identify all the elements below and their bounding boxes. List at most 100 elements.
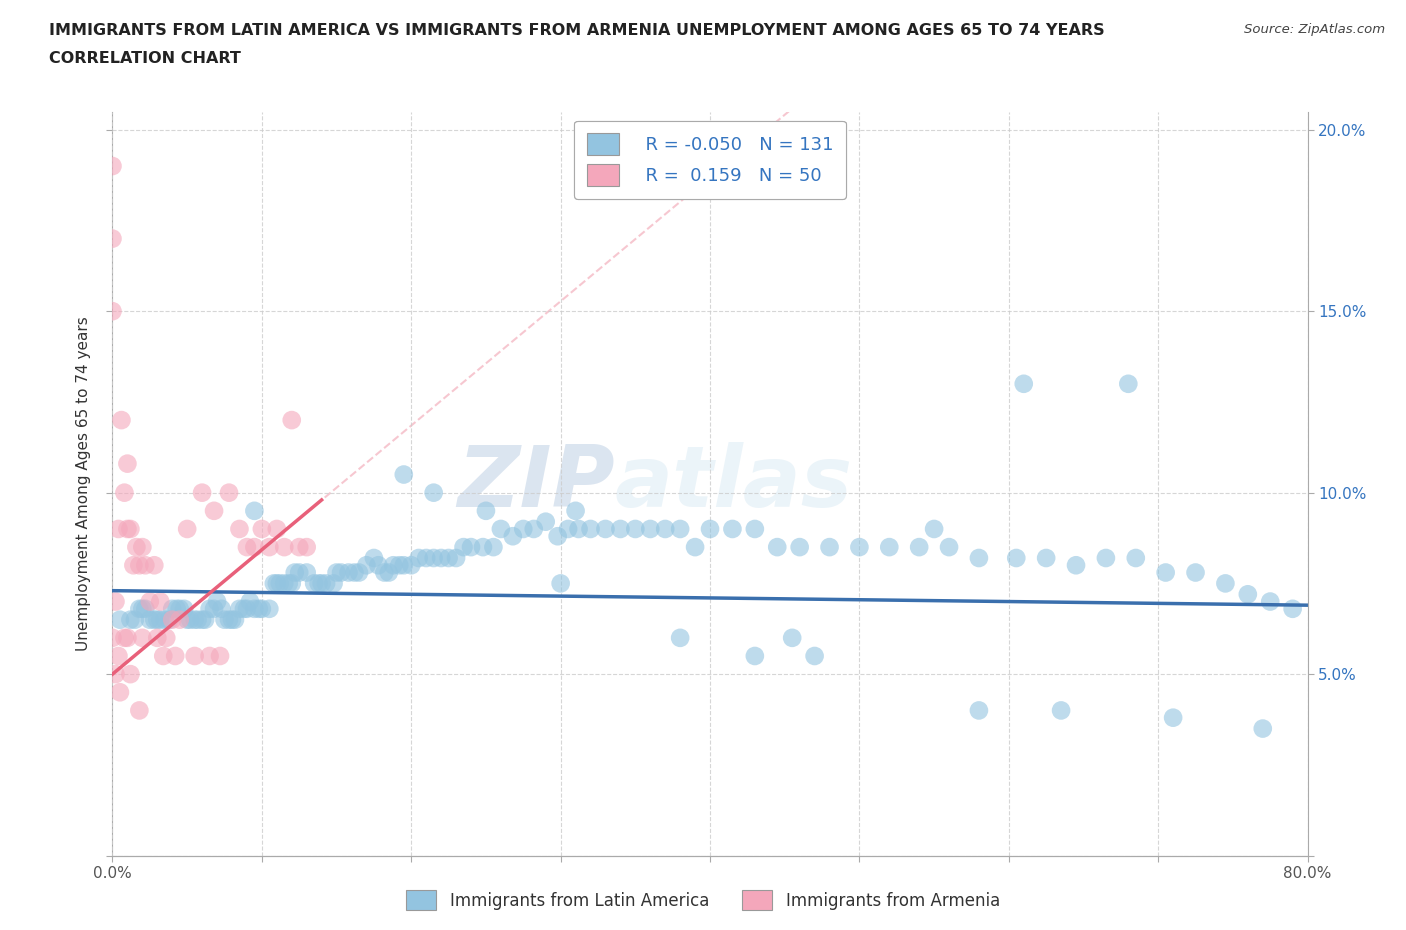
Point [277, 576, 299, 591]
Point [250, 522, 273, 537]
Text: atlas: atlas [614, 442, 852, 525]
Point [120, 667, 142, 682]
Point [422, 551, 444, 565]
Point [744, 648, 766, 663]
Point [311, 576, 333, 591]
Point [198, 602, 221, 617]
Point [128, 703, 150, 718]
Point [107, 522, 129, 537]
Point [789, 539, 811, 554]
Point [194, 612, 217, 627]
Point [143, 558, 166, 573]
Point [373, 565, 395, 580]
Point [228, 522, 250, 537]
Point [233, 602, 256, 617]
Point [162, 602, 183, 617]
Point [131, 539, 153, 554]
Point [143, 612, 166, 627]
Point [128, 558, 150, 573]
Point [392, 467, 415, 482]
Point [107, 648, 129, 663]
Point [221, 612, 243, 627]
Point [101, 304, 124, 319]
Point [211, 602, 233, 617]
Point [101, 159, 124, 174]
Point [382, 558, 405, 573]
Point [128, 602, 150, 617]
Point [388, 558, 411, 573]
Point [114, 485, 135, 500]
Point [166, 602, 188, 617]
Point [415, 551, 437, 565]
Point [557, 522, 579, 537]
Point [284, 565, 307, 580]
Point [295, 539, 318, 554]
Point [1184, 565, 1206, 580]
Point [281, 413, 304, 428]
Point [176, 612, 198, 627]
Point [1258, 594, 1281, 609]
Point [330, 565, 353, 580]
Point [1251, 721, 1274, 736]
Point [117, 522, 139, 537]
Point [1154, 565, 1177, 580]
Point [124, 612, 146, 627]
Point [315, 576, 337, 591]
Point [683, 539, 706, 554]
Point [162, 612, 183, 627]
Point [149, 594, 172, 609]
Point [908, 539, 931, 554]
Point [214, 612, 236, 627]
Text: CORRELATION CHART: CORRELATION CHART [49, 51, 240, 66]
Point [202, 602, 225, 617]
Point [239, 594, 262, 609]
Point [1125, 551, 1147, 565]
Point [108, 612, 131, 627]
Point [236, 539, 259, 554]
Point [780, 631, 803, 645]
Point [139, 594, 162, 609]
Point [108, 684, 131, 699]
Point [134, 602, 156, 617]
Text: ZIP: ZIP [457, 442, 614, 525]
Point [1161, 711, 1184, 725]
Point [243, 539, 266, 554]
Point [1050, 703, 1073, 718]
Text: IMMIGRANTS FROM LATIN AMERICA VS IMMIGRANTS FROM ARMENIA UNEMPLOYMENT AMONG AGES: IMMIGRANTS FROM LATIN AMERICA VS IMMIGRA… [49, 23, 1105, 38]
Point [259, 602, 281, 617]
Point [120, 612, 142, 627]
Point [205, 594, 228, 609]
Point [183, 648, 205, 663]
Point [263, 576, 285, 591]
Text: Source: ZipAtlas.com: Source: ZipAtlas.com [1244, 23, 1385, 36]
Point [512, 522, 534, 537]
Point [654, 522, 676, 537]
Point [152, 648, 174, 663]
Point [202, 503, 225, 518]
Point [699, 522, 721, 537]
Point [430, 551, 453, 565]
Point [547, 529, 569, 544]
Point [879, 539, 901, 554]
Point [149, 612, 172, 627]
Point [228, 602, 250, 617]
Point [125, 539, 148, 554]
Point [401, 558, 423, 573]
Point [408, 551, 430, 565]
Point [131, 602, 153, 617]
Point [183, 612, 205, 627]
Point [579, 522, 602, 537]
Point [721, 522, 744, 537]
Point [1215, 576, 1237, 591]
Point [295, 565, 318, 580]
Point [1064, 558, 1087, 573]
Point [967, 703, 990, 718]
Point [155, 631, 177, 645]
Point [250, 602, 273, 617]
Point [534, 514, 557, 529]
Point [1237, 587, 1260, 602]
Point [134, 558, 156, 573]
Point [224, 612, 246, 627]
Point [325, 565, 347, 580]
Point [209, 648, 232, 663]
